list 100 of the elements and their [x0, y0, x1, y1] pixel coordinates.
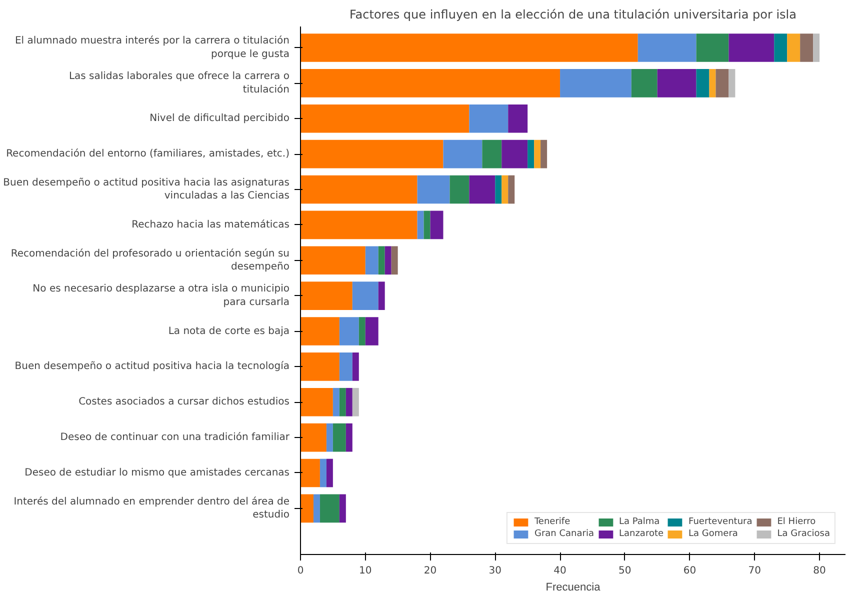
bar [696, 69, 710, 98]
bar [300, 423, 326, 452]
bar [300, 69, 560, 98]
y-tick-label: La nota de corte es baja [168, 326, 290, 337]
y-tick-label: Costes asociados a cursar dichos estudios [78, 396, 290, 408]
y-tick-label: Nivel de dificultad percibido [150, 113, 290, 124]
bar [728, 34, 774, 62]
bar [502, 140, 528, 168]
bar [339, 317, 359, 346]
x-tick-label: 10 [359, 566, 372, 576]
legend-label: La Graciosa [777, 529, 830, 539]
bar [502, 175, 508, 204]
legend-label: La Gomera [688, 529, 738, 539]
bar [352, 352, 359, 381]
x-tick-label: 0 [297, 566, 304, 576]
bar [339, 494, 346, 523]
bar [424, 210, 430, 240]
bar [300, 388, 333, 416]
legend-label: Lanzarote [618, 529, 664, 539]
bar [657, 69, 696, 98]
bar [417, 210, 424, 240]
bar [300, 317, 340, 346]
bar [300, 34, 638, 62]
legend-label: Fuerteventura [688, 517, 752, 527]
bar [378, 246, 385, 275]
bar [300, 210, 418, 240]
bar [450, 175, 470, 204]
bar [540, 140, 548, 168]
y-tick-label: Buen desempeño o actitud positiva hacia la tecnología [14, 361, 290, 372]
bar [508, 104, 528, 133]
bar [508, 175, 515, 204]
bar [300, 352, 340, 381]
bar [443, 140, 482, 168]
y-tick-label: No es necesario desplazarse a otra isla o municipio para cursarla [32, 284, 290, 308]
bar [339, 352, 352, 381]
bar [417, 175, 450, 204]
bar [469, 175, 496, 204]
x-axis-title: Frecuencia [546, 582, 602, 594]
bar [326, 458, 333, 488]
x-tick-label: 30 [488, 566, 502, 576]
y-tick-label: Recomendación del entorno (familiares, amistades, etc.) [6, 148, 290, 160]
bar [800, 34, 814, 62]
x-tick-label: 40 [554, 566, 566, 576]
x-tick-label: 80 [813, 566, 826, 576]
bar [332, 388, 340, 416]
bar [300, 104, 470, 133]
bar [430, 210, 444, 240]
bar [378, 282, 385, 310]
y-tick-label: Recomendación del profesorado u orientación según su desempeño [10, 248, 290, 272]
bar [352, 388, 359, 416]
bar [352, 282, 378, 310]
legend-label: Gran Canaria [534, 529, 594, 539]
y-tick-label: Deseo de estudiar lo mismo que amistades cercanas [24, 467, 290, 478]
bar [716, 69, 729, 98]
bar [320, 494, 340, 523]
bar [365, 246, 378, 275]
bar [365, 317, 378, 346]
y-tick-label: Las salidas laborales que ofrece la carrera o titulación [68, 71, 290, 96]
bar [528, 140, 534, 168]
bar [300, 282, 352, 310]
bar [774, 34, 788, 62]
bar [384, 246, 392, 275]
bar [638, 34, 696, 62]
bar [787, 34, 800, 62]
x-tick-label: 50 [618, 566, 632, 576]
legend-label: El Hierro [777, 517, 816, 527]
bar [495, 175, 502, 204]
bar [320, 458, 326, 488]
bar [469, 104, 508, 133]
x-tick-label: 20 [424, 566, 437, 576]
bar [346, 388, 352, 416]
bar [391, 246, 398, 275]
x-tick-label: 60 [683, 566, 696, 576]
bar [339, 388, 346, 416]
bar [358, 317, 366, 346]
y-tick-label: Buen desempeño o actitud positiva hacia las asignaturas vinculadas a las Ciencias [3, 177, 290, 202]
y-tick-label: Deseo de continuar con una tradición familiar [60, 432, 290, 444]
bar [534, 140, 541, 168]
bar [300, 494, 314, 523]
bar [300, 458, 320, 488]
bar [300, 175, 418, 204]
bar [346, 423, 352, 452]
bar [696, 34, 729, 62]
bar [631, 69, 658, 98]
bar [482, 140, 502, 168]
bar [300, 246, 366, 275]
chart-title: Factores que influyen en la elección de una titulación universitaria por isla [350, 8, 797, 22]
y-tick-label: El alumnado muestra interés por la carrera o titulación porque le gusta [14, 36, 290, 60]
y-tick-label: Interés del alumnado en emprender dentro del área de estudio [14, 496, 290, 521]
bar [560, 69, 632, 98]
legend-label: Tenerife [534, 517, 570, 527]
legend-label: La Palma [618, 517, 660, 527]
bar [326, 423, 333, 452]
bar [332, 423, 346, 452]
bar [313, 494, 320, 523]
bar [813, 34, 820, 62]
bar [728, 69, 736, 98]
y-tick-label: Rechazo hacia las matemáticas [132, 219, 290, 230]
x-tick-label: 70 [748, 566, 762, 576]
bar [709, 69, 716, 98]
